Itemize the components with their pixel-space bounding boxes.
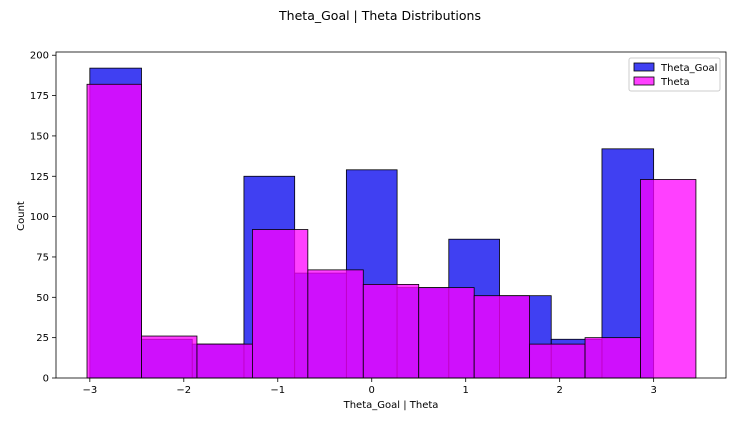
x-tick-label: −3: [82, 385, 97, 396]
y-tick-label: 100: [30, 212, 49, 223]
y-axis-label: Count: [16, 201, 27, 231]
plot-frame: [55, 51, 727, 379]
x-tick-label: −1: [270, 385, 285, 396]
x-axis-label: Theta_Goal | Theta: [343, 400, 439, 411]
x-tick-label: 3: [650, 385, 656, 396]
bar-theta-0: [86, 83, 142, 379]
bar-theta-4: [307, 269, 364, 379]
x-tick-label: 2: [556, 385, 562, 396]
y-tick-label: 200: [30, 51, 49, 62]
legend-swatch-0: [633, 62, 655, 72]
y-tick-label: 50: [36, 293, 49, 304]
legend-label-1: Theta: [660, 77, 690, 88]
bar-theta-7: [473, 295, 531, 379]
y-tick-label: 125: [30, 172, 49, 183]
bar-theta-3: [251, 229, 309, 379]
bar-theta-1: [141, 335, 198, 379]
y-tick-label: 0: [43, 374, 49, 385]
bars-layer: [86, 67, 697, 379]
legend: Theta_Goal Theta: [628, 57, 721, 92]
y-tick-label: 150: [30, 131, 49, 142]
bar-theta-10: [640, 179, 697, 379]
y-tick-label: 25: [36, 333, 49, 344]
legend-label-0: Theta_Goal: [660, 63, 717, 74]
x-tick-label: −2: [176, 385, 191, 396]
x-tick-label: 1: [463, 385, 469, 396]
bar-theta-2: [196, 343, 253, 379]
bar-theta-5: [362, 283, 420, 379]
chart-title: Theta_Goal | Theta Distributions: [278, 8, 481, 23]
y-tick-label: 75: [36, 252, 49, 263]
axes-layer: −3 −2 −1 0 1 2 3 0 25 50 75 100 125 150 175 200: [30, 51, 727, 396]
bar-theta-9: [584, 337, 641, 379]
bar-theta-8: [529, 343, 586, 379]
legend-swatch-1: [633, 76, 655, 86]
y-tick-label: 175: [30, 91, 49, 102]
x-tick-label: 0: [369, 385, 375, 396]
bar-theta-6: [418, 287, 475, 379]
